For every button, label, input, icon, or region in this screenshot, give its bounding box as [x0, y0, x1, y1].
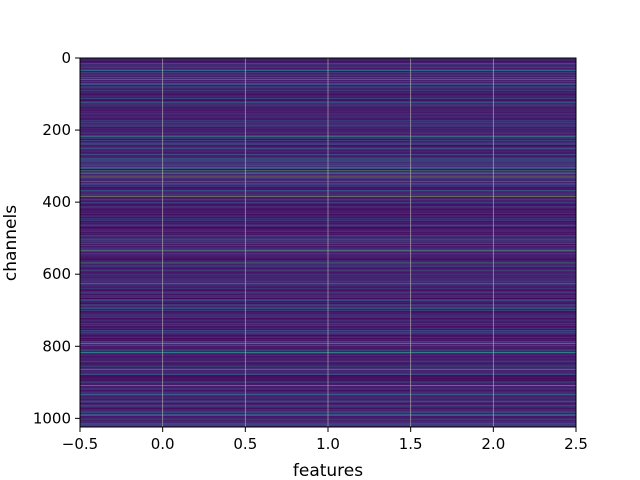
x-tick-label: 0.0 — [151, 435, 175, 453]
x-tick-label: 1.0 — [316, 435, 340, 453]
x-axis: −0.5 0.0 0.5 1.0 1.5 2.0 2.5 — [62, 427, 588, 453]
x-tick-label: 1.5 — [399, 435, 423, 453]
grid-lines — [162, 58, 494, 427]
plot-area — [79, 57, 577, 428]
x-axis-label: features — [293, 461, 363, 480]
y-axis-label: channels — [1, 205, 21, 281]
y-tick-label: 400 — [42, 193, 71, 211]
y-tick-label: 0 — [61, 49, 71, 67]
y-tick-label: 200 — [42, 121, 71, 139]
x-tick-label: 2.0 — [481, 435, 505, 453]
y-tick-label: 800 — [42, 337, 71, 355]
x-tick-label: −0.5 — [62, 435, 98, 453]
x-tick-label: 2.5 — [564, 435, 588, 453]
y-axis: 0 200 400 600 800 1000 — [33, 49, 80, 427]
y-tick-label: 600 — [42, 265, 71, 283]
y-tick-label: 1000 — [33, 409, 71, 427]
x-tick-label: 0.5 — [233, 435, 257, 453]
